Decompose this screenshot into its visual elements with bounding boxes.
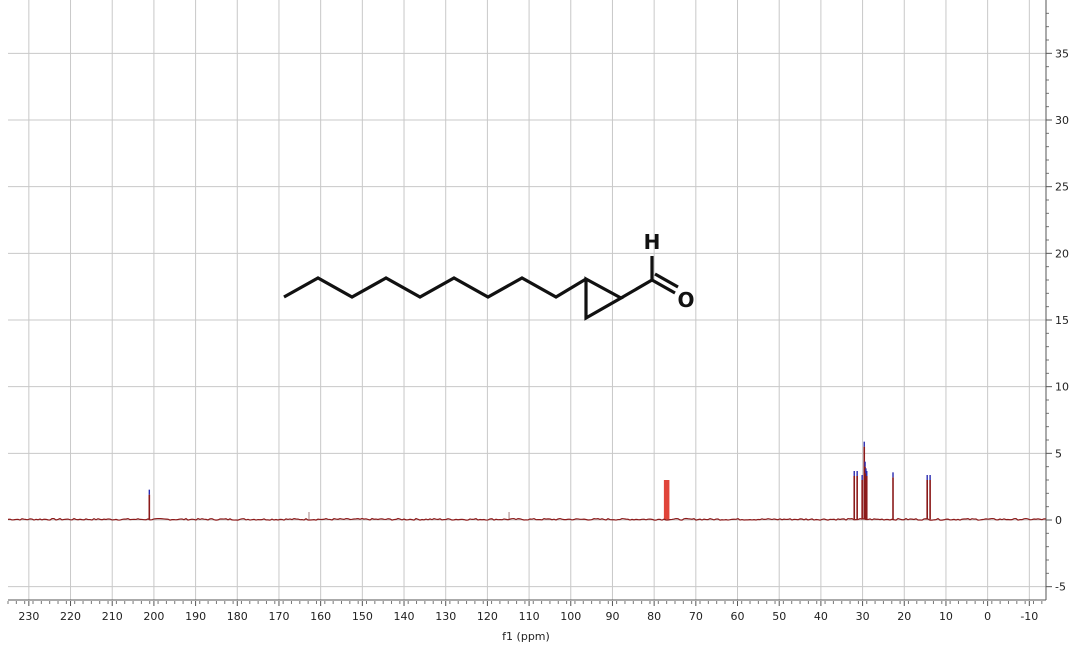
grid: [8, 0, 1046, 600]
x-tick-label: 220: [60, 610, 81, 623]
y-tick-label: 35: [1055, 47, 1069, 60]
x-tick-label: 100: [560, 610, 581, 623]
x-tick-label: 210: [102, 610, 123, 623]
spectrum: [7, 517, 1047, 521]
x-tick-label: 130: [435, 610, 456, 623]
carbonyl-carbon-bond: [620, 278, 653, 300]
y-tick-label: 0: [1055, 514, 1062, 527]
alkyl-chain: [283, 276, 587, 299]
x-tick-label: 0: [984, 610, 991, 623]
carbonyl-double-bond-2: [654, 272, 679, 289]
x-tick-label: 60: [731, 610, 745, 623]
y-tick-label: -5: [1055, 581, 1066, 594]
x-tick-label: 170: [268, 610, 289, 623]
y-tick-label: 5: [1055, 447, 1062, 460]
y-tick-label: 30: [1055, 114, 1069, 127]
x-tick-label: 20: [897, 610, 911, 623]
x-tick-label: 80: [647, 610, 661, 623]
spectrum-baseline: [7, 517, 1047, 521]
cyclopropane-ring: [584, 276, 625, 321]
x-tick-label: 10: [939, 610, 953, 623]
x-tick-label: 50: [772, 610, 786, 623]
x-tick-label: 140: [394, 610, 415, 623]
carbonyl-double-bond-1: [651, 278, 676, 295]
x-axis-title: f1 (ppm): [502, 630, 550, 643]
x-tick-label: 180: [227, 610, 248, 623]
hydrogen-label: H: [644, 230, 661, 254]
x-tick-labels: 230 220 210 200 190 180 170 160 150 140 130 120 110 1…: [18, 610, 1038, 623]
x-tick-label: 90: [605, 610, 619, 623]
x-tick-label: 120: [477, 610, 498, 623]
peaks: [148, 441, 931, 520]
x-tick-label: 110: [519, 610, 540, 623]
x-tick-label: 230: [18, 610, 39, 623]
x-tick-label: 30: [856, 610, 870, 623]
x-tick-label: 70: [689, 610, 703, 623]
y-tick-label: 20: [1055, 247, 1069, 260]
x-tick-label: 190: [185, 610, 206, 623]
oxygen-label: O: [677, 288, 694, 312]
x-tick-label: 200: [143, 610, 164, 623]
y-tick-label: 15: [1055, 314, 1069, 327]
y-tick-label: 10: [1055, 381, 1069, 394]
molecule-structure: H O: [283, 230, 695, 321]
x-tick-label: 150: [352, 610, 373, 623]
y-tick-labels: 35 30 25 20 15 10 5 0 -5: [1055, 47, 1069, 593]
x-tick-label: 160: [310, 610, 331, 623]
x-tick-label: -10: [1020, 610, 1038, 623]
x-tick-label: 40: [814, 610, 828, 623]
y-tick-label: 25: [1055, 181, 1069, 194]
axes: [7, 0, 1052, 606]
